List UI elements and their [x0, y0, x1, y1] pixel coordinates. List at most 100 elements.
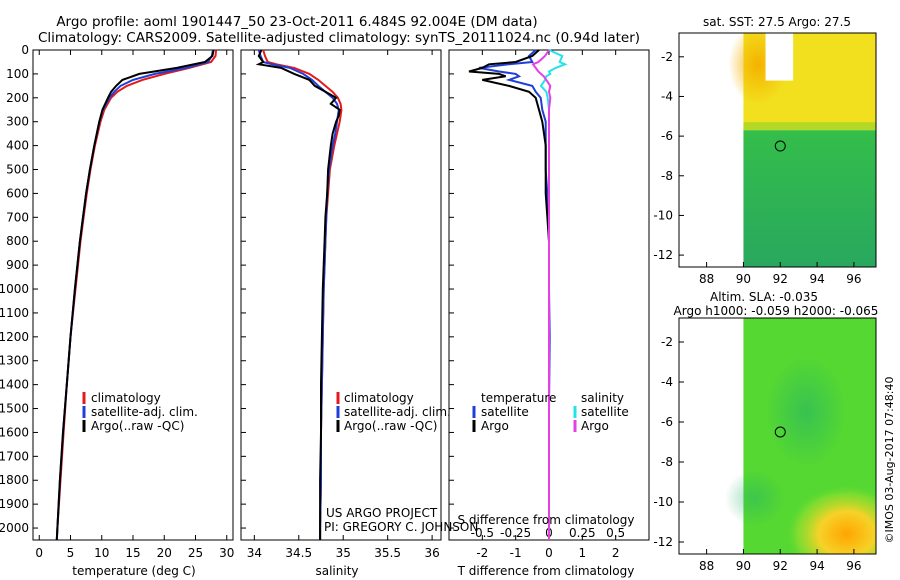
sst-map-frame: [678, 32, 877, 268]
sla-map-panel: Altim. SLA: -0.035 Argo h1000: -0.059 h2…: [653, 290, 878, 573]
y-tick-label: 600: [6, 186, 29, 200]
map-x-tick-label: 94: [809, 559, 824, 573]
y-tick-label: 900: [6, 258, 29, 272]
temperature-difference-xlabel: T difference from climatology: [457, 564, 635, 578]
x-tick-label: -2: [476, 546, 488, 560]
sst-field: [728, 33, 876, 267]
difference-panel: -2 -1 0 1 2-0.5 -0.25 0 0.25 0.5 temperature sal…: [448, 49, 650, 578]
x2-tick-label: -0.5: [471, 526, 494, 540]
y-tick-label: 400: [6, 139, 29, 153]
temperature-climatology-line: [55, 49, 218, 541]
temperature-difference-satellite-line: [478, 49, 551, 540]
credit-text: ©IMOS 03-Aug-2017 07:48:40: [883, 377, 896, 544]
legend-title-temperature: temperature: [481, 391, 556, 405]
map-y-tick-label: -6: [661, 129, 673, 143]
legend-label-climatology: climatology: [91, 391, 161, 405]
map-x-tick-label: 94: [809, 272, 824, 286]
sla-map-frame: [678, 317, 877, 555]
map-y-tick-label: -10: [653, 208, 673, 222]
map-x-tick-label: 96: [846, 559, 861, 573]
x-tick-label: 5: [67, 546, 75, 560]
y-tick-label: 1400: [0, 378, 29, 392]
x-tick-label: 0: [35, 546, 43, 560]
map-x-tick-label: 96: [846, 272, 861, 286]
y-tick-label: 1100: [0, 306, 29, 320]
x-tick-label: 2: [612, 546, 620, 560]
salinity-difference-argo-line: [531, 49, 552, 540]
figure-title-line2: Climatology: CARS2009. Satellite-adjuste…: [38, 30, 640, 46]
x-tick-label: 30: [219, 546, 234, 560]
salinity-argo-line: [255, 49, 341, 540]
y-tick-label: 0: [21, 43, 29, 57]
map-x-tick-label: 92: [773, 272, 788, 286]
map-y-tick-label: -2: [661, 335, 673, 349]
map-y-tick-label: -4: [661, 89, 673, 103]
legend-label-salinity-satellite: satellite: [581, 405, 629, 419]
temperature-difference-argo-line: [468, 49, 550, 540]
map-y-tick-label: -10: [653, 495, 673, 509]
y-tick-label: 100: [6, 67, 29, 81]
salinity-difference-satellite-line: [539, 49, 568, 540]
x-tick-label: -1: [510, 546, 522, 560]
x2-tick-label: 0.5: [606, 526, 625, 540]
map-y-tick-label: -8: [661, 169, 673, 183]
sst-cool-region: [743, 130, 876, 267]
sla-low-anomaly-west: [724, 470, 785, 526]
temperature-legend: climatology satellite-adj. clim. Argo(..…: [82, 391, 198, 433]
legend-label-temperature-argo: Argo: [481, 419, 509, 433]
map-x-tick-label: 88: [699, 559, 714, 573]
sst-map-title: sat. SST: 27.5 Argo: 27.5: [703, 15, 851, 29]
figure-title-line1: Argo profile: aoml 1901447_50 23-Oct-201…: [56, 14, 537, 30]
legend-label-climatology: climatology: [344, 391, 414, 405]
x-tick-label: 15: [125, 546, 140, 560]
sla-field: [724, 318, 876, 554]
legend-label-satellite: satellite-adj. clim.: [344, 405, 451, 419]
salinity-panel: 34 34.5 35 35.5 36 climatology satellite-adj…: [240, 49, 478, 578]
project-name: US ARGO PROJECT: [326, 506, 438, 520]
y-tick-label: 1300: [0, 354, 29, 368]
map-y-tick-label: -12: [653, 535, 673, 549]
x-tick-label: 25: [188, 546, 203, 560]
legend-label-argo: Argo(..raw -QC): [91, 419, 184, 433]
x-tick-label: 10: [94, 546, 109, 560]
salinity-climatology-line: [262, 49, 343, 540]
argo-float-marker: [774, 140, 786, 152]
x2-tick-label: -0.25: [500, 526, 531, 540]
legend-label-temperature-satellite: satellite: [481, 405, 529, 419]
x-tick-label: 35: [336, 546, 351, 560]
temperature-satellite-line: [55, 49, 214, 541]
map-x-tick-label: 92: [773, 559, 788, 573]
project-pi: PI: GREGORY C. JOHNSON: [324, 520, 478, 534]
y-tick-label: 300: [6, 115, 29, 129]
y-tick-label: 1500: [0, 402, 29, 416]
map-y-tick-label: -2: [661, 50, 673, 64]
map-y-tick-label: -8: [661, 455, 673, 469]
legend-title-salinity: salinity: [581, 391, 624, 405]
map-x-tick-label: 90: [736, 559, 751, 573]
legend-label-satellite: satellite-adj. clim.: [91, 405, 198, 419]
y-tick-label: 1900: [0, 497, 29, 511]
x2-tick-label: 0.25: [569, 526, 596, 540]
y-tick-label: 1000: [0, 282, 29, 296]
y-tick-label: 1700: [0, 449, 29, 463]
x-tick-label: 34.5: [285, 546, 312, 560]
difference-legend: temperature salinity satellite Argo sate…: [472, 391, 629, 433]
y-tick-label: 700: [6, 210, 29, 224]
argo-float-marker: [774, 426, 786, 438]
y-tick-label: 200: [6, 91, 29, 105]
temperature-panel: 0100200300400500600700800900100011001200…: [0, 43, 234, 578]
temperature-axes-frame: [32, 49, 234, 541]
y-tick-label: 2000: [0, 521, 29, 535]
legend-label-argo: Argo(..raw -QC): [344, 419, 437, 433]
sla-map-title: Altim. SLA: -0.035: [710, 290, 818, 304]
map-x-tick-label: 88: [699, 272, 714, 286]
y-tick-label: 1600: [0, 425, 29, 439]
map-y-tick-label: -6: [661, 415, 673, 429]
y-tick-label: 500: [6, 163, 29, 177]
sla-high-anomaly: [784, 484, 876, 554]
y-tick-label: 800: [6, 234, 29, 248]
x-tick-label: 1: [579, 546, 587, 560]
sst-cloud-gap: [765, 33, 794, 81]
map-y-tick-label: -4: [661, 375, 673, 389]
